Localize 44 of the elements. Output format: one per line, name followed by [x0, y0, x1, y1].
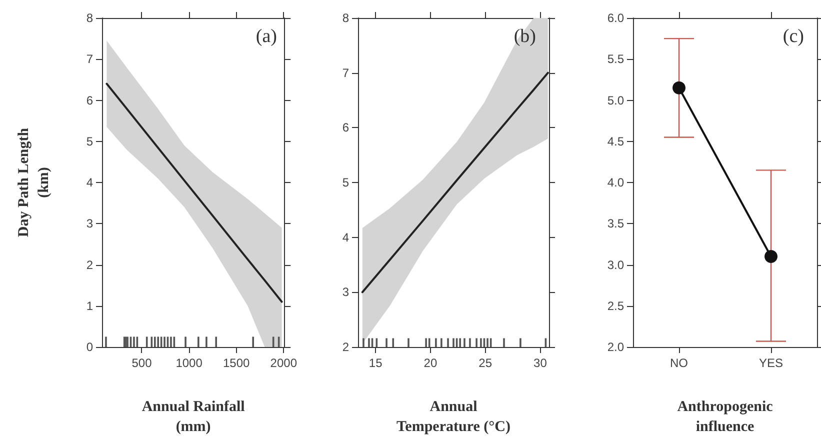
y-tick-label: 5 — [342, 176, 350, 190]
y-tick-label: 3 — [342, 285, 350, 300]
y-tick-label: 6.0 — [607, 11, 624, 25]
y-tick-label: 6 — [342, 120, 350, 135]
y-tick-label: 4 — [342, 230, 350, 244]
x-tick-label: NO — [670, 356, 688, 370]
y-tick-label: 7 — [86, 52, 94, 66]
y-tick-label: 0 — [86, 340, 94, 354]
y-tick-label: 7 — [342, 66, 350, 80]
x-tick-label: 500 — [132, 356, 152, 370]
x-axis-title: Annual Rainfall (mm) — [142, 399, 245, 435]
y-tick-label: 2.5 — [607, 298, 624, 313]
y-tick-label: 2 — [342, 340, 350, 354]
x-axis-title: Annual Temperature (°C) — [396, 399, 510, 435]
chart-title: (c) — [782, 26, 804, 47]
x-tick-label: 2000 — [270, 356, 298, 370]
y-tick-label: 3 — [86, 216, 94, 231]
chart-title: (b) — [514, 26, 536, 47]
x-tick-label: YES — [758, 356, 784, 370]
y-tick-label: 5.5 — [607, 52, 624, 66]
y-tick-label: 3.5 — [607, 216, 624, 231]
y-tick-label: 1 — [86, 298, 94, 313]
y-tick-label: 2.0 — [607, 340, 624, 354]
x-tick-label: 1500 — [222, 356, 250, 370]
chart-title: (a) — [256, 26, 278, 47]
y-tick-label: 8 — [342, 11, 350, 25]
y-tick-label: 6 — [86, 93, 94, 108]
y-tick-label: 4.5 — [607, 134, 624, 148]
x-axis-title: Anthropogenic influence — [677, 399, 774, 435]
x-tick-label: 30 — [534, 356, 548, 370]
y-tick-label: 2 — [86, 258, 94, 272]
y-axis-title: Day Path Length (km) — [16, 127, 52, 238]
line-series — [106, 82, 283, 303]
line-series — [361, 72, 549, 294]
x-tick-label: 15 — [368, 356, 383, 370]
y-tick-label: 8 — [86, 11, 94, 25]
y-tick-label: 4.0 — [607, 176, 624, 190]
y-tick-label: 3.0 — [607, 258, 624, 272]
x-tick-label: 25 — [478, 356, 492, 370]
x-tick-label: 1000 — [176, 356, 203, 370]
y-tick-label: 5.0 — [607, 93, 624, 108]
y-tick-label: 4 — [86, 176, 94, 190]
y-tick-label: 5 — [86, 134, 94, 148]
x-tick-label: 20 — [424, 356, 438, 370]
